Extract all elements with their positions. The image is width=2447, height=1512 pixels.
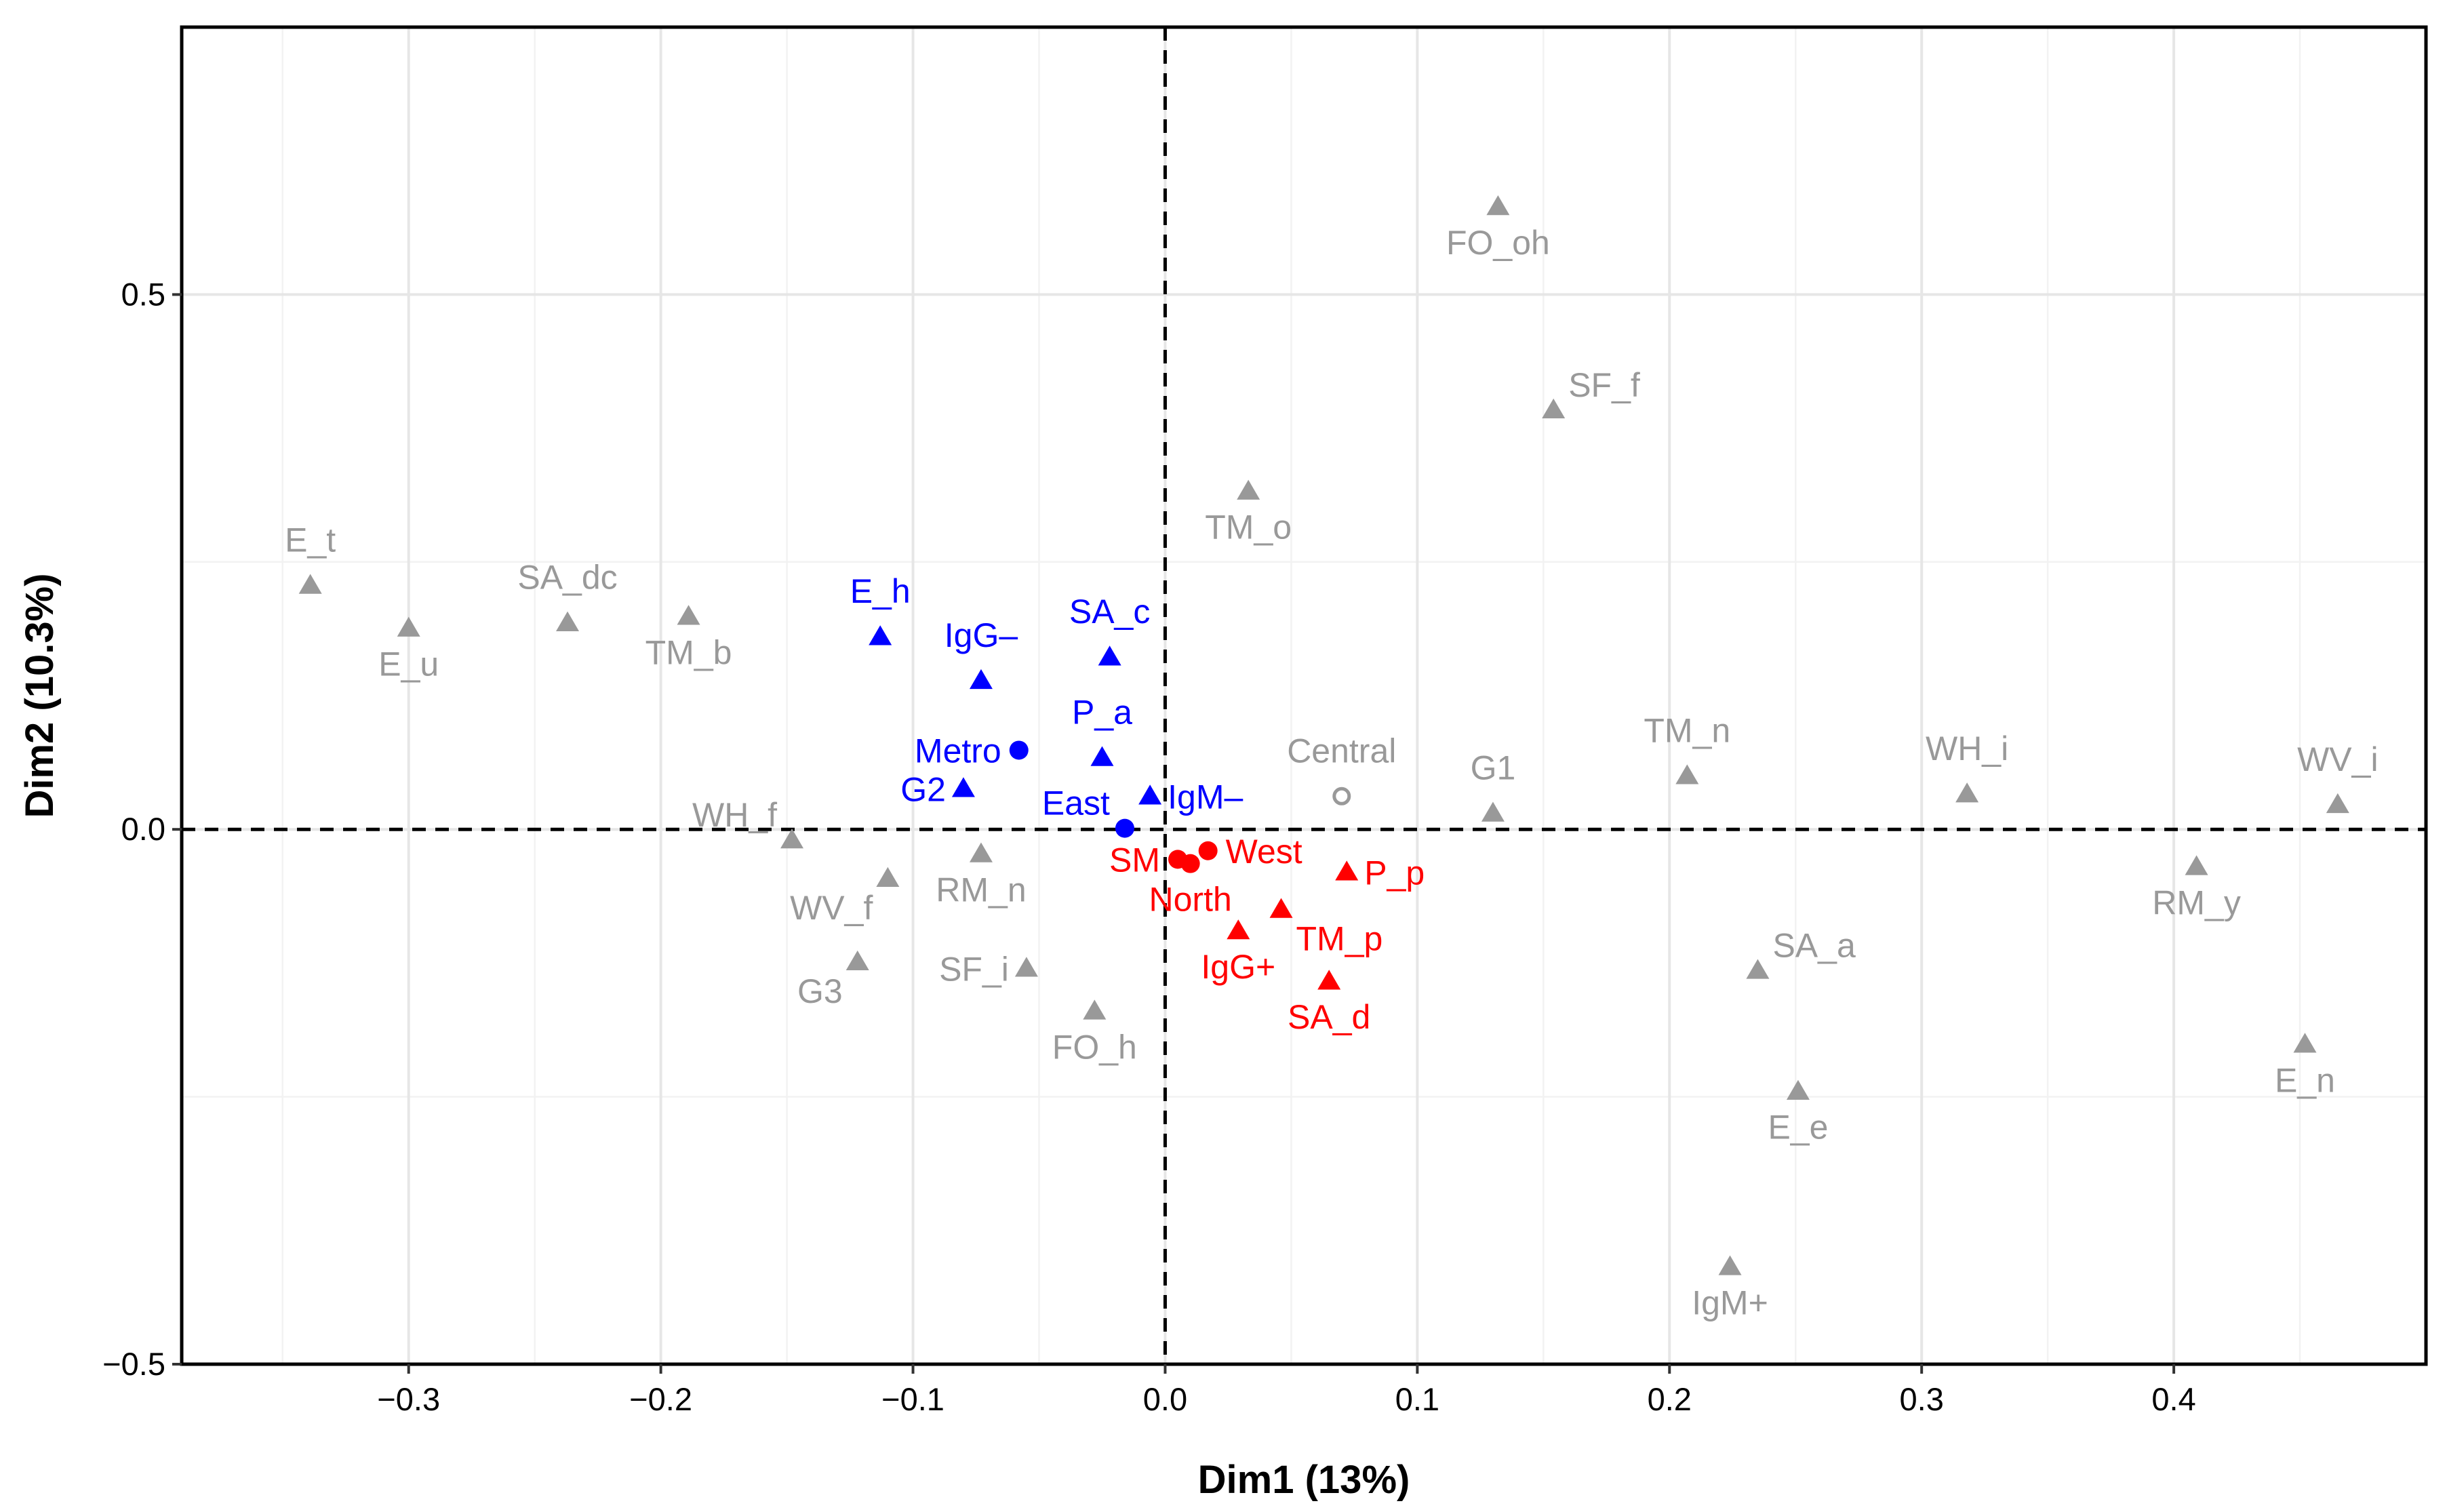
point-wh-i-triangle [1955,782,1979,803]
point-e-h-triangle [869,625,892,645]
x-tick-label: −0.1 [881,1381,944,1417]
point-rm-y-triangle [2185,855,2208,875]
point-metro-label: Metro [915,732,1001,770]
point-wh-f-triangle [780,828,804,849]
y-tick-label: 0.5 [121,276,165,312]
point-igg--label: IgG+ [1201,948,1275,986]
point-sf-i-label: SF_i [939,950,1009,988]
point-tm-n-label: TM_n [1644,711,1730,749]
y-axis-title: Dim2 (10.3%) [18,573,62,818]
point-g2-label: G2 [900,770,946,808]
point-fo-oh-label: FO_oh [1446,224,1550,262]
point-sf-f-label: SF_f [1568,366,1640,404]
point-g1-triangle [1481,801,1505,822]
point-igg--label: IgG– [944,616,1018,654]
point-wv-i-label: WV_i [2297,740,2378,778]
point-g1-label: G1 [1471,749,1516,787]
point-igm--label: IgM+ [1692,1284,1768,1321]
point-wv-f-label: WV_f [790,889,873,927]
point-igm--triangle [1718,1255,1742,1275]
point-sa-a-triangle [1746,959,1770,979]
point-central-label: Central [1287,732,1396,770]
point-tm-o-label: TM_o [1205,509,1292,546]
point-fo-h-triangle [1083,999,1107,1020]
x-tick-label: −0.3 [377,1381,440,1417]
x-axis-ticks: −0.3 −0.2 −0.1 0.0 0.1 0.2 0.3 0.4 [377,1364,2196,1417]
x-tick-label: 0.2 [1648,1381,1692,1417]
point-e-e-triangle [1786,1079,1810,1100]
x-tick-label: 0.1 [1395,1381,1439,1417]
point-sa-d-triangle [1317,970,1341,990]
point-west-label: West [1226,833,1302,871]
y-tick-label: 0.0 [121,811,165,847]
point-p-p-triangle [1335,860,1359,881]
data-points [298,195,2349,1275]
point-e-e-label: E_e [1768,1109,1828,1147]
point-rm-n-label: RM_n [936,871,1026,909]
point-tm-n-triangle [1675,764,1699,784]
point-wv-f-triangle [876,867,900,888]
point-p-p-label: P_p [1364,854,1425,892]
point-east-label: East [1042,784,1110,822]
point-labels: E_t E_u SA_dc TM_b FO_oh SF_f TM_o Central G1 TM_… [285,224,2378,1321]
x-tick-label: 0.0 [1143,1381,1187,1417]
point-g3-triangle [845,950,869,971]
point-e-h-label: E_h [850,572,911,610]
point-fo-h-label: FO_h [1052,1028,1137,1066]
point-metro-circle [1009,740,1029,760]
point-wh-f-label: WH_f [692,796,777,834]
point-tm-p-label: TM_p [1296,920,1383,958]
point-igm--triangle [1138,784,1162,805]
x-tick-label: 0.4 [2151,1381,2195,1417]
point-central-open-circle [1332,787,1351,805]
point-north-label: North [1149,881,1232,919]
point-e-n-triangle [2293,1033,2317,1053]
point-tm-p-triangle [1269,898,1293,918]
x-tick-label: 0.3 [1900,1381,1944,1417]
point-sa-dc-label: SA_dc [517,559,617,597]
point-igm--label: IgM– [1168,778,1243,816]
point-igg--triangle [969,669,993,690]
point-e-t-label: E_t [285,521,336,559]
x-axis-title: Dim1 (13%) [1198,1458,1410,1502]
reference-lines [182,27,2426,1364]
point-rm-y-label: RM_y [2152,883,2241,921]
point-wv-i-triangle [2326,793,2349,814]
point-sa-dc-triangle [556,611,580,631]
point-e-t-triangle [298,574,322,594]
point-tm-o-triangle [1237,479,1260,500]
y-tick-label: −0.5 [102,1346,165,1382]
point-wh-i-label: WH_i [1926,730,2008,768]
point-sf-f-triangle [1542,398,1566,419]
point-e-u-label: E_u [378,645,439,683]
point-e-u-triangle [397,616,420,637]
point-fo-oh-triangle [1486,195,1510,216]
point-rm-n-triangle [969,842,993,862]
point-p-a-label: P_a [1072,694,1132,732]
point-sa-c-label: SA_c [1069,593,1151,631]
point-sa-d-label: SA_d [1288,998,1370,1036]
point-tm-b-triangle [677,605,700,625]
point-e-n-label: E_n [2275,1061,2335,1099]
point-g2-triangle [951,777,975,797]
x-tick-label: −0.2 [629,1381,692,1417]
point-sm-label: SM [1109,841,1160,879]
point-east-circle [1115,818,1134,838]
minor-gridlines [182,27,2426,1364]
point-g3-label: G3 [797,972,843,1010]
point-sa-a-label: SA_a [1772,926,1856,964]
point-tm-b-label: TM_b [645,633,732,671]
point-igg--triangle [1227,919,1250,940]
point-north-circle [1180,854,1200,873]
point-sf-i-triangle [1014,957,1038,977]
point-p-a-triangle [1090,746,1114,766]
y-axis-ticks: −0.5 0.0 0.5 [102,276,182,1382]
point-sa-c-triangle [1098,645,1121,666]
plot-border [180,25,2428,1366]
point-west-circle [1198,841,1218,860]
